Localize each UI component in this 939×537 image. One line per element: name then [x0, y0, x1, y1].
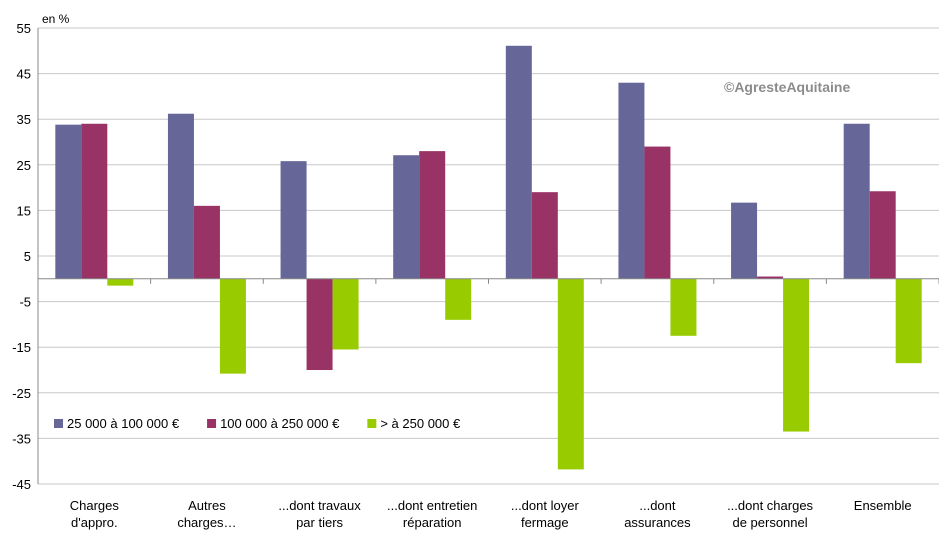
bar-1-3	[280, 161, 307, 279]
legend-swatch	[207, 419, 217, 428]
category-label: Ensemble	[854, 498, 912, 513]
bar-3-2	[219, 278, 246, 374]
y-tick-label: -25	[12, 386, 31, 401]
bar-2-8	[869, 191, 896, 279]
bar-2-6	[644, 146, 671, 279]
y-tick-label: -15	[12, 340, 31, 355]
y-tick-label: 15	[17, 203, 31, 218]
bar-1-2	[167, 113, 194, 279]
y-tick-label: -45	[12, 477, 31, 492]
y-tick-label: 5	[24, 249, 31, 264]
bar-3-1	[107, 278, 134, 286]
bar-2-7	[757, 276, 784, 279]
bar-3-6	[670, 278, 697, 336]
y-axis-unit-label: en %	[42, 12, 70, 26]
category-label: ...dont loyer fermage	[511, 498, 580, 530]
bar-2-4	[419, 151, 446, 279]
category-label: ...dont entretien réparation	[387, 498, 477, 530]
bar-3-7	[783, 278, 810, 432]
y-tick-label: 45	[17, 67, 31, 82]
bar-3-3	[332, 278, 359, 350]
bars	[55, 45, 922, 470]
watermark: ©AgresteAquitaine	[724, 79, 850, 95]
category-label: Autres charges…	[177, 498, 236, 530]
y-tick-label: 35	[17, 112, 31, 127]
bar-1-5	[505, 45, 532, 279]
legend-swatch	[54, 419, 63, 428]
bar-3-4	[445, 278, 472, 320]
bar-1-1	[55, 124, 82, 279]
bar-1-6	[618, 82, 645, 279]
bar-2-1	[81, 123, 108, 279]
category-label: ...dont assurances	[624, 498, 691, 530]
y-tick-label: -5	[19, 295, 31, 310]
category-labels: Charges d'appro. Autres charges… ...dont tra…	[70, 498, 912, 530]
y-tick-labels: 55 45 35 25 15 5 -5 -15 -25 -35 -45	[12, 21, 31, 492]
category-label: ...dont travaux par tiers	[278, 498, 361, 530]
bar-3-5	[557, 278, 584, 470]
bar-3-8	[895, 278, 922, 364]
y-tick-label: 55	[17, 21, 31, 36]
legend-label: 100 000 à 250 000 €	[220, 416, 340, 431]
category-label: ...dont charges de personnel	[727, 498, 813, 530]
legend-label: > à 250 000 €	[380, 416, 461, 431]
bar-1-7	[731, 202, 758, 279]
y-tick-label: 25	[17, 158, 31, 173]
bar-2-3	[306, 278, 333, 370]
bar-1-8	[843, 123, 870, 279]
bar-2-5	[531, 192, 558, 279]
bar-2-2	[193, 205, 220, 279]
bar-1-4	[393, 155, 420, 279]
legend: 25 000 à 100 000 € 100 000 à 250 000 € > à…	[54, 416, 461, 431]
category-label: Charges d'appro.	[70, 498, 120, 530]
y-tick-label: -35	[12, 431, 31, 446]
legend-swatch	[367, 419, 377, 428]
axes	[37, 28, 939, 484]
legend-label: 25 000 à 100 000 €	[67, 416, 180, 431]
